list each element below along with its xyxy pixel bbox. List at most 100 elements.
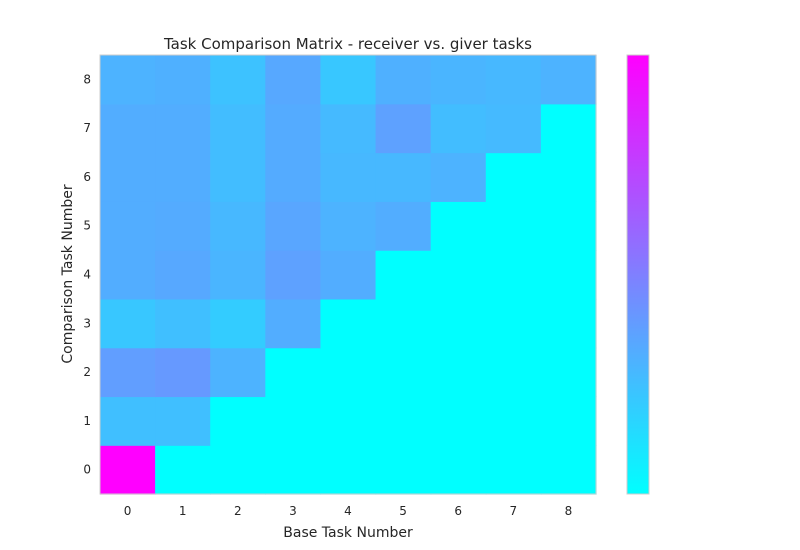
heatmap-cell-3-0 [265, 445, 322, 495]
x-tick-label: 4 [344, 504, 352, 518]
x-tick-label: 2 [234, 504, 242, 518]
plot-frame [99, 54, 597, 495]
heatmap-cell-2-7 [210, 103, 266, 154]
heatmap-cell-0-3 [100, 298, 156, 349]
heatmap-cell-0-4 [100, 250, 156, 300]
x-tick-label: 5 [399, 504, 407, 518]
heatmap-cell-4-7 [320, 103, 377, 154]
x-tick-label: 7 [510, 504, 518, 518]
heatmap-cell-2-2 [210, 347, 266, 398]
y-tick-label: 6 [83, 170, 91, 184]
heatmap-cell-7-2 [485, 347, 542, 398]
heatmap-cell-5-8 [375, 55, 432, 105]
heatmap-cell-1-2 [155, 347, 211, 398]
heatmap-cell-6-6 [430, 152, 487, 202]
heatmap-cell-8-5 [540, 201, 597, 251]
heatmap-cell-0-7 [100, 103, 156, 154]
y-axis-label: Comparison Task Number [60, 184, 76, 363]
heatmap-cell-1-0 [155, 445, 211, 495]
heatmap-cell-8-4 [540, 250, 597, 300]
heatmap-cell-1-1 [155, 396, 211, 446]
heatmap-cell-1-8 [155, 55, 211, 105]
heatmap-cell-7-3 [485, 298, 542, 349]
heatmap-cell-0-0 [100, 445, 156, 495]
heatmap-cell-4-8 [320, 55, 377, 105]
heatmap-cell-5-4 [375, 250, 432, 300]
heatmap-cell-0-5 [100, 201, 156, 251]
x-tick-label: 6 [454, 504, 462, 518]
heatmap-cell-4-3 [320, 298, 377, 349]
heatmap-cell-1-6 [155, 152, 211, 202]
heatmap-cell-4-2 [320, 347, 377, 398]
y-tick-labels: 0 1 2 3 4 5 6 7 8 [83, 72, 91, 476]
heatmap-cell-6-5 [430, 201, 487, 251]
heatmap-cell-3-4 [265, 250, 322, 300]
heatmap-cell-5-0 [375, 445, 432, 495]
heatmap-cell-7-6 [485, 152, 542, 202]
heatmap-cell-1-4 [155, 250, 211, 300]
chart-title: Task Comparison Matrix - receiver vs. gi… [163, 35, 532, 53]
heatmap-cell-4-0 [320, 445, 377, 495]
heatmap-cell-6-3 [430, 298, 487, 349]
y-tick-label: 4 [83, 268, 91, 282]
heatmap-cell-6-0 [430, 445, 487, 495]
heatmap-cell-7-8 [485, 55, 542, 105]
heatmap-cell-6-1 [430, 396, 487, 446]
heatmap-cell-5-5 [375, 201, 432, 251]
y-tick-label: 8 [83, 72, 91, 86]
colorbar [626, 54, 650, 495]
heatmap-cell-3-5 [265, 201, 322, 251]
y-tick-label: 2 [83, 365, 91, 379]
heatmap-cell-7-5 [485, 201, 542, 251]
heatmap-cell-2-5 [210, 201, 266, 251]
x-tick-label: 1 [179, 504, 187, 518]
heatmap-cell-6-7 [430, 103, 487, 154]
heatmap-cell-3-3 [265, 298, 322, 349]
heatmap-cell-4-4 [320, 250, 377, 300]
heatmap-cell-8-8 [540, 55, 597, 105]
heatmap-cell-0-1 [100, 396, 156, 446]
heatmap-cell-0-2 [100, 347, 156, 398]
heatmap-cell-5-3 [375, 298, 432, 349]
heatmap-cell-2-0 [210, 445, 266, 495]
heatmap-cell-1-3 [155, 298, 211, 349]
heatmap-cell-4-6 [320, 152, 377, 202]
heatmap-cell-4-5 [320, 201, 377, 251]
y-tick-label: 0 [83, 463, 91, 477]
heatmap-cell-7-7 [485, 103, 542, 154]
heatmap-cell-3-7 [265, 103, 322, 154]
heatmap-cell-5-2 [375, 347, 432, 398]
heatmap-cell-8-6 [540, 152, 597, 202]
heatmap-cell-5-6 [375, 152, 432, 202]
heatmap-cell-7-0 [485, 445, 542, 495]
y-tick-label: 3 [83, 316, 91, 330]
heatmap-cell-0-6 [100, 152, 156, 202]
y-tick-label: 1 [83, 414, 91, 428]
heatmap-cell-2-1 [210, 396, 266, 446]
heatmap-cell-5-1 [375, 396, 432, 446]
heatmap-cell-3-2 [265, 347, 322, 398]
y-tick-label: 7 [83, 121, 91, 135]
heatmap-cell-6-8 [430, 55, 487, 105]
heatmap-cell-8-2 [540, 347, 597, 398]
y-tick-label: 5 [83, 219, 91, 233]
x-tick-labels: 0 1 2 3 4 5 6 7 8 [124, 504, 573, 518]
heatmap-cell-8-1 [540, 396, 597, 446]
heatmap-cell-2-3 [210, 298, 266, 349]
heatmap-cell-2-6 [210, 152, 266, 202]
heatmap-cell-2-8 [210, 55, 266, 105]
heatmap-cell-4-1 [320, 396, 377, 446]
heatmap-cell-8-3 [540, 298, 597, 349]
heatmap-cell-2-4 [210, 250, 266, 300]
heatmap-cell-6-4 [430, 250, 487, 300]
heatmap-cells [100, 55, 597, 495]
x-axis-label: Base Task Number [283, 525, 413, 541]
heatmap-cell-7-1 [485, 396, 542, 446]
x-tick-label: 8 [565, 504, 573, 518]
x-tick-label: 3 [289, 504, 297, 518]
heatmap-cell-3-1 [265, 396, 322, 446]
heatmap-cell-8-7 [540, 103, 597, 154]
heatmap-cell-6-2 [430, 347, 487, 398]
heatmap-cell-1-7 [155, 103, 211, 154]
